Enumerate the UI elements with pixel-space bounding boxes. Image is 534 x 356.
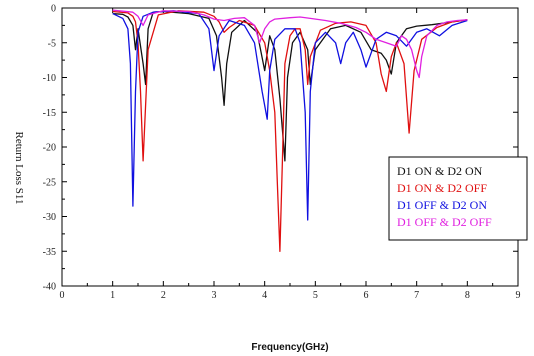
x-tick-label: 5 bbox=[313, 290, 318, 301]
y-tick-label: -15 bbox=[43, 108, 56, 119]
y-tick-label: 0 bbox=[51, 4, 56, 15]
legend-entry-1: D1 ON & D2 ON bbox=[397, 164, 483, 178]
plot-border bbox=[61, 7, 519, 287]
x-tick-label: 0 bbox=[60, 290, 65, 301]
x-tick-label: 1 bbox=[110, 290, 115, 301]
legend: D1 ON & D2 ON D1 ON & D2 OFF D1 OFF & D2 O… bbox=[388, 156, 528, 241]
x-tick-label: 9 bbox=[516, 290, 521, 301]
x-tick-label: 3 bbox=[212, 290, 217, 301]
y-tick-label: -25 bbox=[43, 177, 56, 188]
series-line-3 bbox=[112, 10, 468, 221]
plot-area bbox=[61, 7, 519, 287]
y-axis: 0 -5 -10 -15 -20 -25 -30 -35 -40 bbox=[43, 4, 518, 293]
series-line-2 bbox=[112, 10, 468, 252]
series-line-4 bbox=[112, 9, 468, 79]
y-tick-label: -10 bbox=[43, 73, 56, 84]
legend-box bbox=[388, 156, 528, 241]
legend-entry-3: D1 OFF & D2 ON bbox=[397, 198, 487, 212]
y-tick-label: -30 bbox=[43, 212, 56, 223]
legend-entry-4: D1 OFF & D2 OFF bbox=[397, 215, 492, 229]
x-tick-label: 2 bbox=[161, 290, 166, 301]
y-tick-label: -35 bbox=[43, 247, 56, 258]
y-tick-label: -20 bbox=[43, 143, 56, 154]
series-line-1 bbox=[112, 10, 468, 162]
y-tick-label: -40 bbox=[43, 282, 56, 293]
y-axis-title: Return Loss S11 bbox=[13, 132, 25, 205]
y-tick-label: -5 bbox=[48, 38, 56, 49]
x-axis-title: Frequency(GHz) bbox=[251, 342, 328, 353]
series-group bbox=[112, 9, 468, 252]
legend-entry-2: D1 ON & D2 OFF bbox=[397, 181, 487, 195]
x-tick-label: 4 bbox=[262, 290, 267, 301]
x-tick-label: 7 bbox=[414, 290, 419, 301]
x-axis: 0 1 2 3 4 5 6 7 8 9 bbox=[60, 8, 521, 301]
x-tick-label: 6 bbox=[364, 290, 369, 301]
x-tick-label: 8 bbox=[465, 290, 470, 301]
